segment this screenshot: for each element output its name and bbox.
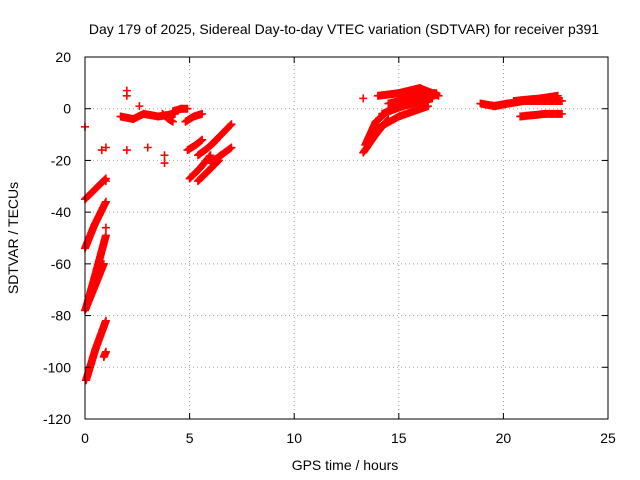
plot-frame (84, 56, 609, 420)
y-tick-label: 20 (55, 49, 71, 65)
data-point (97, 146, 106, 155)
data-point (198, 109, 207, 118)
y-tick-label: -120 (43, 411, 71, 427)
y-tick-label: -40 (51, 204, 71, 220)
data-point (160, 159, 169, 168)
data-point (101, 177, 110, 186)
axis-tick-labels: 0 5 10 15 20 25 -120 -100 -80 -60 -40 -20 0 20 (43, 49, 616, 446)
data-point (227, 143, 236, 152)
y-tick-label: -80 (51, 308, 71, 324)
x-axis-label: GPS time / hours (292, 457, 399, 473)
data-point (359, 94, 368, 103)
data-point (553, 91, 562, 100)
data-point (557, 96, 566, 105)
x-tick-label: 5 (186, 430, 194, 446)
data-point (122, 91, 131, 100)
data-series-sdtvar (81, 84, 566, 385)
data-point (122, 146, 131, 155)
data-point (206, 151, 215, 160)
data-point (100, 175, 109, 184)
data-point (101, 231, 110, 240)
x-tick-label: 10 (286, 430, 302, 446)
data-point (135, 102, 144, 111)
x-tick-label: 20 (496, 430, 512, 446)
data-point (168, 117, 177, 126)
data-point (226, 121, 235, 130)
data-point (101, 316, 110, 325)
data-point (99, 259, 108, 268)
data-point (101, 347, 110, 356)
x-tick-label: 25 (600, 430, 616, 446)
data-point (557, 109, 566, 118)
y-tick-label: -20 (51, 152, 71, 168)
x-tick-label: 15 (391, 430, 407, 446)
data-point (160, 151, 169, 160)
data-point (101, 143, 110, 152)
data-point (227, 120, 236, 129)
data-point (205, 152, 214, 161)
data-point (183, 104, 192, 113)
y-tick-label: -60 (51, 256, 71, 272)
data-point (424, 102, 433, 111)
data-point (434, 91, 443, 100)
chart-title: Day 179 of 2025, Sidereal Day-to-day VTE… (89, 21, 599, 37)
x-tick-label: 0 (81, 430, 89, 446)
data-point (197, 136, 206, 145)
y-axis-label: SDTVAR / TECUs (5, 182, 21, 294)
y-tick-label: 0 (63, 101, 71, 117)
data-point (198, 135, 207, 144)
data-point (101, 197, 110, 206)
data-point (101, 223, 110, 232)
y-tick-label: -100 (43, 359, 71, 375)
data-point (143, 143, 152, 152)
